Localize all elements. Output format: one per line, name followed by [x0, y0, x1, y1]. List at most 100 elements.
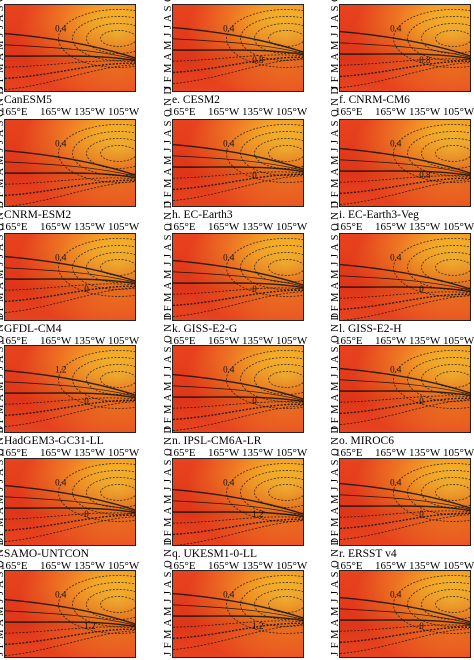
y-axis-month-label: J F M A M J J A S O N D	[163, 86, 174, 205]
contour-line	[340, 494, 470, 510]
contour-line	[173, 38, 303, 54]
contour-ring	[268, 30, 303, 47]
contour-ring	[226, 9, 303, 68]
contour-ring	[226, 238, 303, 297]
heatmap-shade	[173, 234, 303, 320]
contour-ring	[268, 259, 303, 276]
heatmap-svg: 0.4 1.2	[173, 571, 303, 657]
contour-line	[173, 500, 303, 516]
contour-label: 0.4	[223, 364, 235, 374]
heatmap-shade	[5, 459, 135, 545]
x-tick-label: 135°W	[74, 221, 106, 233]
contour-ring	[72, 245, 135, 290]
contour-line	[340, 58, 470, 66]
contour-ring	[435, 145, 470, 162]
panel-caption: o. MIROC6	[339, 435, 394, 447]
heatmap-svg: 0.4 0.8	[173, 5, 303, 91]
heatmap-svg: 0.4 1.2	[5, 571, 135, 657]
contour-label: 0.4	[55, 138, 67, 148]
contour-label: 0.8	[419, 170, 431, 180]
contour-ring	[100, 484, 135, 501]
contour-ring	[240, 245, 303, 290]
x-tick-label: 165°W	[375, 335, 407, 347]
heatmap-plot: 0.4 0	[339, 233, 471, 321]
panel-caption: l. GISS-E2-H	[339, 323, 402, 335]
heatmap-plot: 1.2 0	[4, 345, 136, 433]
contour-ring	[240, 16, 303, 61]
x-tick-label: 105°W	[443, 106, 474, 118]
contour-line	[340, 512, 470, 530]
contour-label: 1.2	[252, 621, 263, 631]
contour-line	[340, 291, 470, 299]
x-tick-label: 135°W	[409, 106, 441, 118]
contour-ring	[407, 16, 470, 61]
contour-line	[173, 26, 303, 53]
contour-line	[173, 56, 303, 74]
x-tick-label: 165°E	[335, 335, 363, 347]
contour-line	[340, 177, 470, 195]
contour-line	[173, 289, 303, 307]
contour-label: 0.4	[55, 252, 67, 262]
contour-line	[173, 54, 303, 62]
contour-label: 1.2	[84, 621, 95, 631]
contour-line	[340, 399, 470, 425]
contour-line	[5, 397, 135, 405]
heatmap-svg: 0.40	[340, 459, 470, 545]
x-tick-label: 165°E	[168, 447, 196, 459]
heatmap-shade	[173, 346, 303, 432]
x-tick-label: 165°E	[335, 560, 363, 572]
contour-ring	[226, 124, 303, 183]
heatmap-svg: 0.40	[340, 571, 470, 657]
contour-line	[173, 401, 303, 409]
contour-line	[5, 60, 135, 68]
x-tick-label: 105°W	[276, 335, 308, 347]
heatmap-shade	[340, 5, 470, 91]
contour-line	[340, 628, 470, 654]
x-tick-label: 165°E	[335, 221, 363, 233]
contour-ring	[435, 484, 470, 501]
heatmap-shade	[173, 571, 303, 657]
contour-ring	[58, 124, 135, 183]
x-tick-label: 165°E	[0, 335, 28, 347]
contour-line	[5, 255, 135, 282]
heatmap-shade	[5, 571, 135, 657]
contour-label: 0.8	[252, 55, 264, 65]
contour-line	[5, 283, 135, 291]
panel-caption: n. IPSL-CM6A-LR	[172, 435, 262, 447]
contour-line	[340, 53, 470, 60]
x-tick-label: 135°W	[409, 335, 441, 347]
contour-label: 0.4	[55, 589, 67, 599]
panel-caption: e. CESM2	[172, 94, 220, 106]
contour-line	[5, 514, 135, 532]
y-axis-month-label: J F M A M J J A S O N D	[0, 0, 6, 90]
contour-line	[5, 401, 135, 427]
contour-line	[173, 155, 303, 171]
contour-line	[5, 512, 135, 520]
contour-ring	[226, 463, 303, 522]
contour-label: 0.4	[223, 252, 235, 262]
contour-ring	[240, 357, 303, 402]
panel-caption: h. EC-Earth3	[172, 209, 233, 221]
contour-line	[340, 379, 470, 395]
contour-line	[173, 173, 303, 191]
x-tick-label: 165°E	[168, 221, 196, 233]
x-tick-label: 165°W	[208, 221, 240, 233]
contour-label: 1.2	[252, 509, 263, 519]
x-tick-label: 105°W	[108, 335, 140, 347]
heatmap-svg: 0.40	[173, 234, 303, 320]
contour-ring	[393, 9, 470, 68]
x-tick-label: 165°W	[375, 106, 407, 118]
contour-line	[173, 282, 303, 289]
contour-line	[340, 175, 470, 183]
contour-line	[340, 293, 470, 311]
x-tick-label: 165°E	[0, 560, 28, 572]
x-tick-label: 105°W	[108, 106, 140, 118]
y-axis-month-label: J F M A M J J A S O N D	[330, 537, 341, 656]
contour-ring	[100, 145, 135, 162]
panel-caption: i. EC-Earth3-Veg	[339, 209, 419, 221]
contour-line	[340, 170, 470, 177]
x-tick-label: 135°W	[409, 221, 441, 233]
heatmap-svg: 0.40	[5, 459, 135, 545]
contour-line	[340, 397, 470, 415]
contour-line	[5, 399, 135, 417]
